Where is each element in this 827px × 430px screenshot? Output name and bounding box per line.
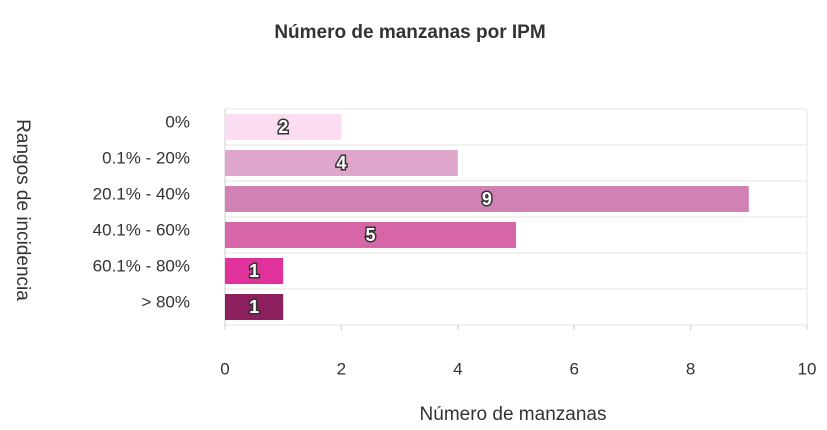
bar: [225, 294, 284, 320]
bar: [225, 258, 284, 284]
chart-title: Número de manzanas por IPM: [274, 22, 545, 43]
y-tick-label: 60.1% - 80%: [93, 256, 190, 275]
y-axis-label: Rangos de incidencia: [12, 119, 33, 301]
y-tick-label: 0%: [165, 112, 190, 131]
x-tick-label: 6: [569, 359, 578, 378]
y-tick-label: > 80%: [141, 292, 190, 311]
bar: [225, 186, 749, 212]
bar: [225, 114, 342, 140]
x-tick-label: 4: [453, 359, 462, 378]
bar: [225, 150, 458, 176]
data-label: 5: [365, 225, 375, 245]
y-tick-label: 20.1% - 40%: [93, 184, 190, 203]
data-label: 1: [249, 297, 259, 317]
bar: [225, 222, 516, 248]
y-tick-label: 0.1% - 20%: [102, 148, 190, 167]
y-tick-label: 40.1% - 60%: [93, 220, 190, 239]
x-axis-label: Número de manzanas: [420, 404, 607, 425]
data-label: 4: [336, 153, 346, 173]
data-label: 1: [249, 261, 259, 281]
data-label: 2: [278, 117, 288, 137]
x-tick-label: 0: [220, 359, 229, 378]
data-label: 9: [482, 189, 492, 209]
x-tick-label: 8: [686, 359, 695, 378]
x-tick-label: 10: [798, 359, 817, 378]
x-tick-label: 2: [337, 359, 346, 378]
